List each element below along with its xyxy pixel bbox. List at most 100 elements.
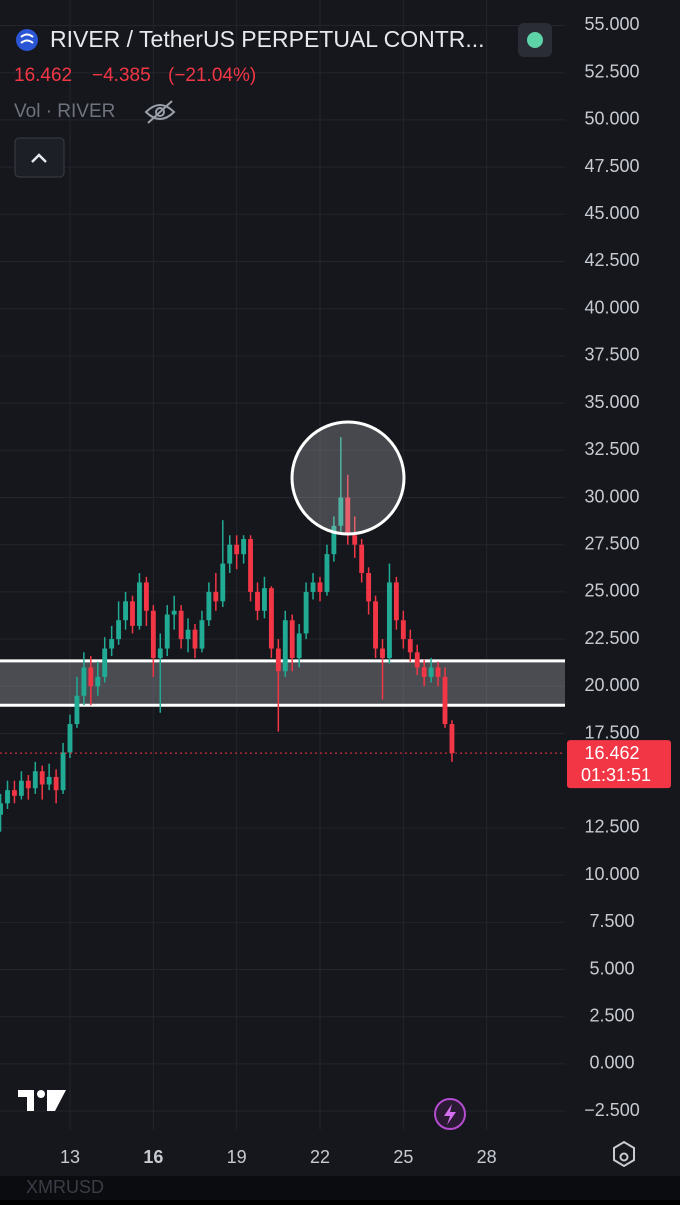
- candle-body: [248, 539, 253, 592]
- candle-body: [60, 752, 66, 791]
- candle-body: [102, 648, 108, 677]
- candle-body: [262, 588, 267, 611]
- x-tick-label: 16: [143, 1147, 163, 1167]
- candle-body: [88, 667, 94, 687]
- y-tick-label: 22.500: [584, 628, 639, 648]
- candle-body: [449, 724, 455, 754]
- candle-body: [317, 582, 323, 592]
- candle-body: [227, 544, 233, 564]
- candle-body: [81, 667, 87, 696]
- y-tick-label: 27.500: [584, 533, 639, 553]
- y-tick-label: 17.500: [584, 722, 639, 742]
- lightning-icon: [444, 1104, 456, 1125]
- hide-icon[interactable]: [144, 100, 176, 124]
- candle-body: [220, 563, 226, 602]
- candle-body: [116, 620, 122, 640]
- candle-body: [178, 610, 184, 640]
- y-tick-label: 0.000: [589, 1053, 634, 1073]
- y-tick-label: 47.500: [584, 156, 639, 176]
- last-price: 16.462: [14, 65, 72, 86]
- y-tick-label: 52.500: [584, 61, 639, 81]
- candle-body: [373, 601, 378, 649]
- candle-body: [95, 676, 101, 687]
- price-tag-countdown: 01:31:51: [581, 765, 651, 785]
- candle-body: [400, 620, 406, 640]
- candle-body: [171, 610, 177, 615]
- y-tick-label: 12.500: [584, 817, 639, 837]
- y-tick-label: 35.000: [584, 392, 639, 412]
- candle-body: [435, 667, 441, 677]
- candle-body: [255, 591, 260, 611]
- y-tick-label: 42.500: [584, 250, 639, 270]
- x-tick-label: 13: [60, 1147, 80, 1167]
- candle-body: [185, 629, 191, 640]
- x-tick-label: 22: [310, 1147, 330, 1167]
- settings-dot: [619, 1152, 629, 1162]
- x-tick-label: 28: [477, 1147, 497, 1167]
- candle-body: [74, 695, 80, 725]
- collapse-button[interactable]: [14, 137, 65, 178]
- volume-label: Vol · RIVER: [14, 101, 115, 122]
- settings-button[interactable]: [613, 1140, 635, 1168]
- candle-body: [157, 648, 163, 658]
- candle-body: [32, 771, 38, 789]
- candle-body: [268, 588, 274, 649]
- y-tick-label: −2.500: [584, 1100, 640, 1120]
- symbol-icon-mark: [20, 33, 34, 44]
- candle-body: [234, 544, 240, 555]
- candle-body: [39, 771, 45, 785]
- candle-body: [12, 790, 17, 796]
- y-tick-label: 30.000: [584, 486, 639, 506]
- price-change-pct: (−21.04%): [168, 65, 256, 86]
- candle-body: [282, 620, 288, 672]
- candle-body: [414, 652, 420, 668]
- candle-body: [421, 667, 427, 677]
- candle-body: [366, 573, 372, 602]
- candle-body: [143, 582, 149, 611]
- zones: [0, 659, 565, 707]
- candle-body: [359, 544, 365, 574]
- y-tick-label: 45.000: [584, 203, 639, 223]
- watermark: XMRUSD: [26, 1177, 104, 1197]
- y-tick-label: 5.000: [589, 958, 634, 978]
- candle-body: [442, 676, 448, 725]
- candle-body: [25, 780, 31, 789]
- candle-body: [164, 614, 170, 649]
- highlight-circle: [290, 420, 406, 536]
- candle-body: [352, 535, 358, 545]
- candle-body: [310, 582, 316, 592]
- candle-body: [0, 803, 3, 815]
- y-tick-label: 55.000: [584, 14, 639, 34]
- x-tick-label: 25: [393, 1147, 413, 1167]
- candle-body: [206, 591, 212, 621]
- zone-fill: [0, 660, 565, 706]
- bottom-strip: [0, 1176, 680, 1200]
- candle-body: [150, 610, 156, 658]
- candle-body: [213, 591, 219, 602]
- candle-body: [53, 776, 59, 791]
- candle-body: [289, 620, 295, 658]
- candle-body: [130, 601, 135, 626]
- y-tick-label: 7.500: [589, 911, 634, 931]
- collapse-chevron: [31, 153, 47, 163]
- candle-body: [331, 525, 337, 555]
- price-tag-value: 16.462: [584, 743, 639, 763]
- y-tick-label: 40.000: [584, 297, 639, 317]
- axes: 55.000 52.500 50.000 47.500 45.000 42.500 40.0…: [0, 14, 671, 1167]
- y-tick-label: 2.500: [589, 1005, 634, 1025]
- candle-body: [46, 776, 52, 785]
- candle-body: [380, 648, 385, 658]
- y-tick-label: 25.000: [584, 581, 639, 601]
- y-tick-label: 32.500: [584, 439, 639, 459]
- y-tick-label: 20.000: [584, 675, 639, 695]
- candle-body: [241, 539, 247, 555]
- candle-body: [407, 639, 413, 653]
- candle-body: [303, 591, 309, 634]
- candle-body: [296, 633, 302, 658]
- candle-body: [338, 497, 344, 526]
- x-tick-label: 19: [227, 1147, 247, 1167]
- candle-body: [109, 639, 115, 649]
- y-tick-label: 37.500: [584, 345, 639, 365]
- candle-body: [393, 582, 399, 621]
